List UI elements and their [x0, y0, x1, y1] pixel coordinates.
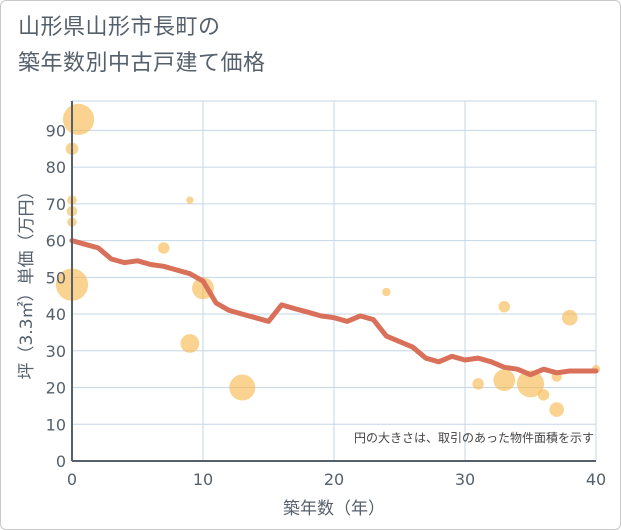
- x-axis-label: 築年数（年）: [283, 499, 385, 519]
- y-tick-label: 0: [56, 452, 66, 471]
- axes: [71, 101, 596, 462]
- y-tick-label: 70: [46, 195, 66, 214]
- y-tick-label: 40: [46, 305, 66, 324]
- tick-labels: 0 10 20 30 40 50 60 70 80 90 0 10 20 30 40: [46, 121, 607, 489]
- chart-title: 山形県山形市長町の 築年数別中古戸建て価格: [18, 10, 266, 82]
- trend-line: [69, 238, 599, 378]
- y-tick-label: 10: [46, 415, 66, 434]
- y-axis-label: 坪（3.3㎡）単価（万円）: [17, 182, 37, 379]
- data-bubble: [537, 389, 550, 401]
- data-bubble: [157, 242, 170, 254]
- data-bubble: [62, 103, 95, 135]
- y-tick-label: 60: [46, 232, 66, 251]
- data-bubble: [186, 196, 194, 204]
- bubble-series: [55, 103, 601, 417]
- data-bubble: [562, 309, 578, 326]
- title-line-1: 山形県山形市長町の: [18, 15, 221, 40]
- x-tick-label: 30: [455, 470, 475, 489]
- y-tick-label: 20: [46, 379, 66, 398]
- size-note: 円の大きさは、取引のあった物件面積を示す: [354, 430, 594, 445]
- data-bubble: [472, 378, 484, 390]
- grid-lines: [71, 100, 597, 462]
- data-bubble: [549, 402, 564, 417]
- data-bubble: [493, 369, 516, 392]
- data-bubble: [229, 374, 256, 401]
- x-tick-label: 10: [193, 470, 213, 489]
- x-tick-label: 0: [67, 470, 77, 489]
- x-tick-label: 40: [586, 470, 606, 489]
- y-tick-label: 50: [46, 268, 66, 287]
- y-tick-label: 80: [46, 158, 66, 177]
- data-bubble: [498, 300, 511, 313]
- y-tick-label: 30: [46, 342, 66, 361]
- data-bubble: [382, 287, 391, 297]
- data-bubble: [180, 334, 200, 353]
- title-line-2: 築年数別中古戸建て価格: [18, 51, 266, 76]
- data-bubble: [516, 370, 545, 398]
- y-tick-label: 90: [46, 121, 66, 140]
- x-tick-label: 20: [324, 470, 344, 489]
